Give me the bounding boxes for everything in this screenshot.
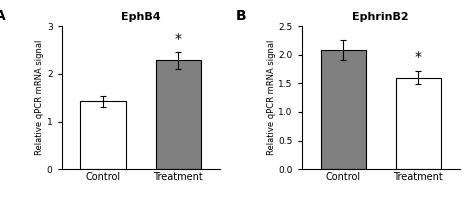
Title: EphB4: EphB4 [121,13,160,23]
Bar [81,102,126,169]
Text: *: * [415,50,422,64]
Y-axis label: Relative qPCR mRNA signal: Relative qPCR mRNA signal [35,40,44,155]
Text: *: * [175,32,182,46]
Text: B: B [236,9,246,23]
Text: A: A [0,9,6,23]
Bar [396,78,441,169]
Bar [320,50,366,169]
Y-axis label: Relative qPCR mRNA signal: Relative qPCR mRNA signal [266,40,275,155]
Bar [155,60,201,169]
Title: EphrinB2: EphrinB2 [353,13,409,23]
